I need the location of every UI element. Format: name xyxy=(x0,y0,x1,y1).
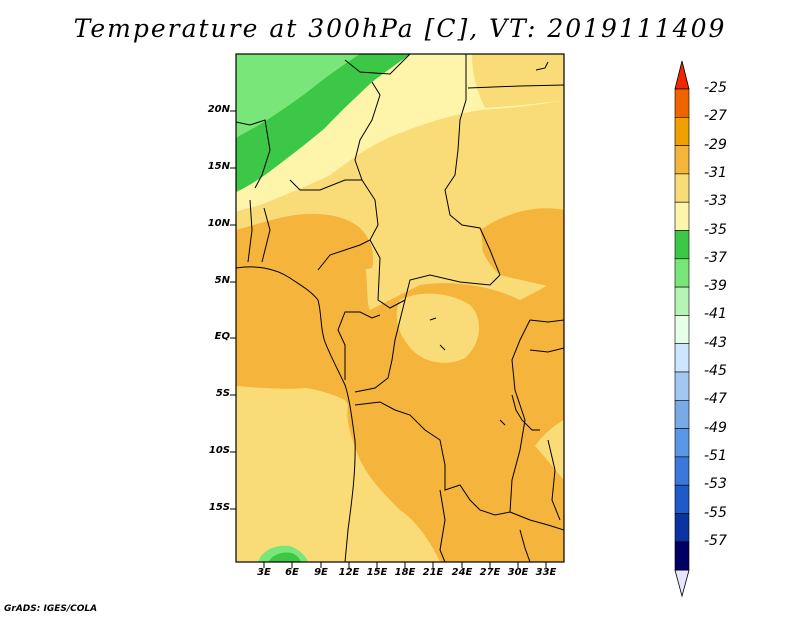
field-band-37-south xyxy=(268,552,301,562)
colorbar-swatch xyxy=(674,258,690,288)
colorbar-swatch xyxy=(674,315,690,344)
lon-label-27e: 27E xyxy=(479,567,501,578)
colorbar-label: -37 xyxy=(704,249,727,266)
field-band-33-north xyxy=(472,54,564,108)
colorbar-label: -57 xyxy=(704,532,727,549)
lat-label-5n: 5N xyxy=(214,275,230,286)
lon-label-21e: 21E xyxy=(422,567,444,578)
colorbar-swatch xyxy=(674,88,690,118)
colorbar-swatch xyxy=(674,230,690,260)
colorbar-label: -55 xyxy=(704,504,727,521)
colorbar-label: -43 xyxy=(704,334,727,351)
colorbar-bottom-arrow xyxy=(674,569,690,598)
lon-label-15e: 15E xyxy=(366,567,388,578)
grads-credit: GrADS: IGES/COLA xyxy=(4,604,98,614)
field-warm-north xyxy=(236,213,374,272)
lat-label-eq: EQ xyxy=(214,331,230,342)
colorbar-swatch xyxy=(674,541,690,571)
colorbar-label: -27 xyxy=(704,108,727,125)
colorbar-label: -31 xyxy=(704,164,727,181)
colorbar-label: -51 xyxy=(704,447,727,464)
lon-label-30e: 30E xyxy=(507,567,529,578)
lat-label-10n: 10N xyxy=(207,218,230,229)
colorbar-swatch xyxy=(674,117,690,146)
colorbar-swatch xyxy=(674,428,690,458)
colorbar-swatch xyxy=(674,513,690,543)
colorbar-swatch xyxy=(674,484,690,514)
map-frame xyxy=(235,53,565,563)
country-borders xyxy=(236,54,564,562)
colorbar-label: -45 xyxy=(704,363,727,379)
lon-label-24e: 24E xyxy=(451,567,473,578)
temperature-field xyxy=(236,54,564,562)
colorbar-label: -41 xyxy=(704,306,727,323)
lat-label-15s: 15S xyxy=(208,502,230,513)
colorbar-top-arrow xyxy=(674,60,690,90)
field-cool-interior xyxy=(396,293,480,363)
lat-label-10s: 10S xyxy=(208,445,230,456)
colorbar xyxy=(674,60,690,598)
lon-ticks xyxy=(263,562,547,568)
map-title: Temperature at 300hPa [C], VT: 201911140… xyxy=(73,14,727,43)
colorbar-label: -47 xyxy=(704,391,727,408)
colorbar-label: -49 xyxy=(704,419,727,436)
colorbar-label: -39 xyxy=(704,278,727,295)
colorbar-swatch xyxy=(674,173,690,203)
colorbar-swatch xyxy=(674,343,690,373)
lat-label-5s: 5S xyxy=(215,388,230,399)
lon-label-9e: 9E xyxy=(314,567,328,578)
lat-ticks xyxy=(230,110,236,510)
colorbar-label: -33 xyxy=(704,193,727,210)
field-warm-central xyxy=(347,394,564,562)
colorbar-label: -35 xyxy=(704,221,727,238)
lon-label-33e: 33E xyxy=(535,567,557,578)
field-cool-chad xyxy=(371,194,483,276)
colorbar-swatch xyxy=(674,399,690,429)
colorbar-swatch xyxy=(674,286,690,316)
field-warm-east xyxy=(479,208,564,290)
field-band-39 xyxy=(236,54,360,138)
lat-label-20n: 20N xyxy=(207,104,230,115)
colorbar-label: -53 xyxy=(704,476,727,493)
colorbar-swatch xyxy=(674,456,690,486)
colorbar-swatch xyxy=(674,371,690,401)
lon-label-3e: 3E xyxy=(257,567,271,578)
colorbar-label: -29 xyxy=(704,136,727,153)
colorbar-swatch xyxy=(674,145,690,175)
colorbar-label: -25 xyxy=(704,80,727,96)
lon-label-12e: 12E xyxy=(338,567,360,578)
lon-label-18e: 18E xyxy=(394,567,416,578)
colorbar-swatch xyxy=(674,201,690,231)
lon-label-6e: 6E xyxy=(285,567,299,578)
field-cool-south xyxy=(236,399,351,562)
lat-label-15n: 15N xyxy=(207,161,230,172)
